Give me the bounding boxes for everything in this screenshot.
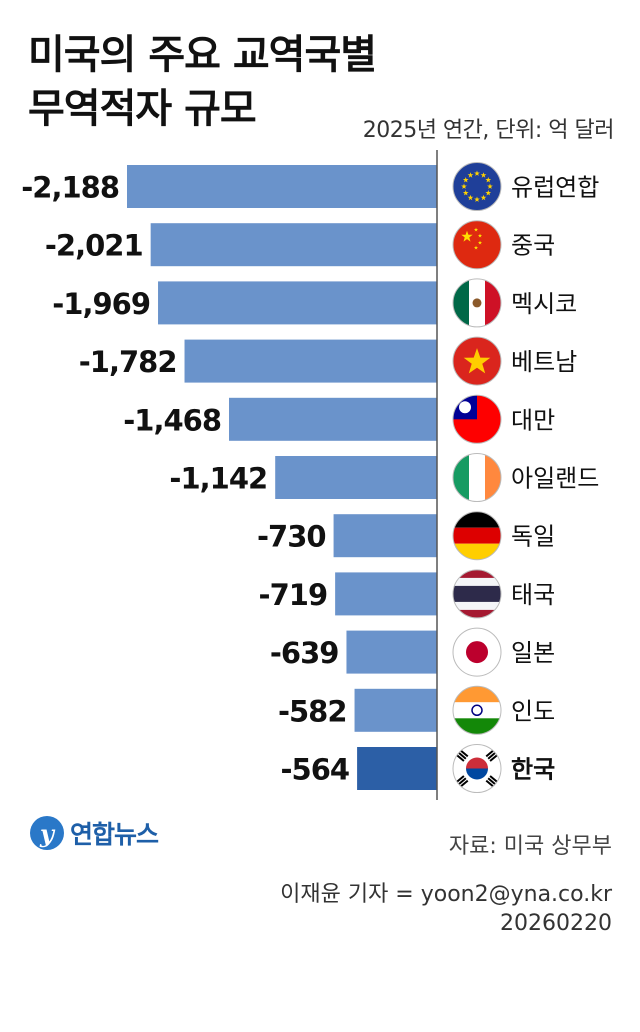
mexico-flag-icon [452, 278, 502, 328]
country-label: 한국 [511, 756, 555, 784]
bar-value-label: -639 [270, 636, 339, 670]
ireland-flag-icon [452, 453, 502, 502]
bar [346, 630, 437, 674]
credit: 이재윤 기자 = yoon2@yna.co.kr 20260220 [280, 880, 612, 938]
chart-title: 미국의 주요 교역국별 무역적자 규모 [28, 28, 377, 136]
india-flag-icon [452, 685, 502, 735]
bar-value-label: -1,142 [169, 462, 267, 496]
chart-subtitle: 2025년 연간, 단위: 억 달러 [362, 118, 615, 143]
bar [158, 281, 438, 325]
taiwan-flag-icon [452, 394, 502, 444]
bar [333, 514, 437, 558]
bar-value-label: -1,468 [123, 403, 221, 437]
yonhap-logo: y 연합뉴스 [30, 815, 159, 851]
bar-chart: -2,188 유럽연합 -2,021 중국 -1,969 멕시코 -1,782 베트남 -1,4… [21, 150, 599, 800]
country-label: 인도 [511, 697, 555, 725]
credit-date: 20260220 [500, 911, 612, 936]
country-label: 대만 [511, 406, 555, 434]
source-note: 자료: 미국 상무부 [448, 834, 612, 859]
vietnam-flag-icon [452, 336, 502, 386]
china-flag-icon [452, 220, 502, 270]
bar-value-label: -730 [257, 520, 326, 554]
germany-flag-icon [452, 511, 502, 561]
bar [229, 397, 437, 441]
country-label: 중국 [511, 232, 555, 260]
bar [127, 165, 437, 208]
eu-flag-icon [452, 162, 502, 211]
country-label: 아일랜드 [511, 465, 599, 493]
japan-flag-icon [452, 627, 502, 677]
country-label: 일본 [511, 639, 555, 667]
bar [335, 572, 437, 616]
country-label: 베트남 [511, 348, 577, 376]
bar-value-label: -2,188 [21, 171, 119, 205]
title-line-1: 미국의 주요 교역국별 [28, 32, 377, 78]
bar-value-label: -1,969 [52, 287, 150, 321]
title-line-2: 무역적자 규모 [28, 86, 257, 132]
bar [357, 747, 437, 790]
country-label: 독일 [511, 523, 555, 551]
bar-value-label: -582 [278, 694, 347, 728]
country-label: 멕시코 [511, 290, 577, 318]
logo-text: 연합뉴스 [70, 820, 159, 849]
credit-reporter: 이재윤 기자 = yoon2@yna.co.kr [280, 882, 612, 907]
bar-value-label: -2,021 [45, 229, 143, 263]
bar [184, 339, 437, 383]
country-label: 태국 [511, 581, 555, 609]
bar [354, 688, 437, 732]
bar [150, 223, 437, 267]
country-label: 유럽연합 [511, 174, 599, 202]
bar-value-label: -719 [259, 578, 328, 612]
bar [275, 456, 437, 499]
bar-value-label: -1,782 [79, 345, 177, 379]
bar-value-label: -564 [281, 753, 350, 787]
yonhap-logo-icon: y [30, 816, 64, 850]
korea-flag-icon [452, 744, 502, 793]
thailand-flag-icon [452, 569, 502, 619]
